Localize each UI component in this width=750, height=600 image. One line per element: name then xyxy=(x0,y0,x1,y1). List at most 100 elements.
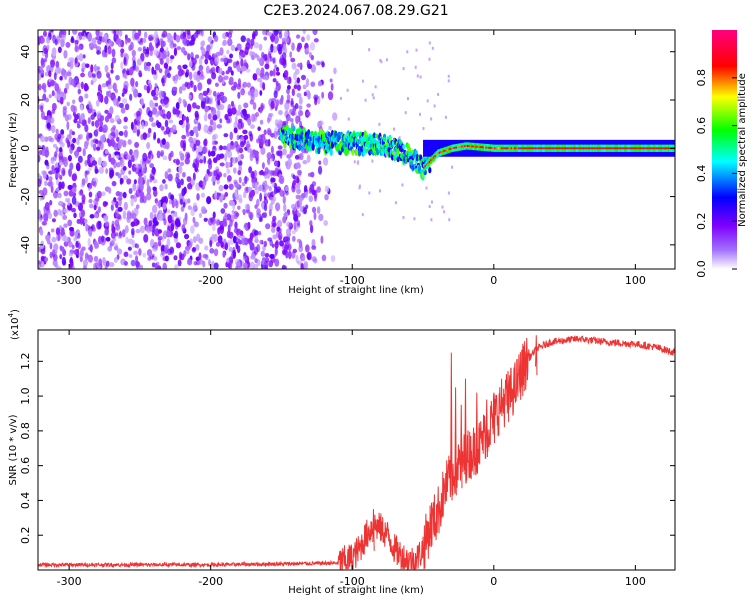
spectrogram-noise-cell xyxy=(138,40,144,46)
spectrogram-noise-cell xyxy=(175,101,180,110)
spectrogram-carrier-peak xyxy=(571,147,574,150)
spectrogram-carrier-peak xyxy=(444,149,447,152)
spectrogram-noise-cell xyxy=(212,140,215,146)
spectrogram-noise-cell xyxy=(38,209,41,218)
colorbar-tick-label: 0.8 xyxy=(695,69,708,87)
spectrogram-noise-cell xyxy=(80,209,86,218)
spectrogram-noise-cell xyxy=(285,113,291,122)
spectrogram-noise-cell xyxy=(247,117,252,126)
spectrogram-noise-cell xyxy=(431,46,434,50)
spectrogram-noise-cell xyxy=(282,60,287,69)
spectrogram-carrier-peak xyxy=(549,147,552,150)
spectrogram-noise-cell xyxy=(212,157,218,164)
spectrogram-noise-cell xyxy=(301,256,306,262)
spectrogram-noise-cell xyxy=(188,241,193,249)
spectrogram-noise-cell xyxy=(161,33,166,38)
spectrogram-noise-cell xyxy=(93,180,97,188)
spectrogram-noise-cell xyxy=(211,234,216,240)
spectrogram-noise-cell xyxy=(164,255,169,262)
spectrogram-carrier-peak xyxy=(641,147,644,150)
spectrogram-carrier-peak xyxy=(519,147,522,150)
spectrogram-noise-cell xyxy=(110,204,114,211)
spectrogram-noise-cell xyxy=(154,102,159,107)
spectrogram-noise-cell xyxy=(65,42,71,48)
spectrogram-noise-cell xyxy=(276,219,283,228)
spectrogram-noise-cell xyxy=(70,37,75,44)
spectrogram-noise-cell xyxy=(76,146,82,153)
spectrogram-noise-cell xyxy=(295,194,301,200)
spectrogram-noise-cell xyxy=(200,100,206,109)
spectrogram-noise-cell xyxy=(371,93,374,97)
spectrogram-noise-cell xyxy=(261,162,265,170)
spectrogram-noise-cell xyxy=(208,69,214,74)
spectrogram-noise-cell xyxy=(230,44,236,52)
spectrogram-noise-cell xyxy=(218,184,224,192)
spectrogram-noise-cell xyxy=(222,145,228,150)
spectrogram-noise-cell xyxy=(299,120,303,129)
spectrogram-noise-cell xyxy=(130,77,135,87)
spectrogram-noise-cell xyxy=(368,48,371,52)
spectrogram-noise-cell xyxy=(237,120,243,130)
spectrogram-noise-cell xyxy=(270,43,274,53)
spectrogram-noise-cell xyxy=(53,72,57,81)
spectrogram-noise-cell xyxy=(51,236,57,243)
spectrogram-noise-cell xyxy=(281,37,286,42)
spectrogram-noise-cell xyxy=(243,262,248,269)
spectrogram-noise-cell xyxy=(139,264,144,269)
spectrogram-noise-cell xyxy=(206,196,212,205)
spectrogram-noise-cell xyxy=(213,262,219,269)
spectrogram-noise-cell xyxy=(66,101,70,107)
spectrogram-onset-cell xyxy=(387,146,391,153)
spectrogram-noise-cell xyxy=(324,193,329,201)
spectrogram-noise-cell xyxy=(211,223,216,232)
spectrogram-noise-cell xyxy=(182,37,188,46)
spectrogram-noise-cell xyxy=(164,119,169,128)
spectrogram-noise-cell xyxy=(110,93,116,100)
spectrogram-noise-cell xyxy=(195,139,201,147)
spectrogram-noise-cell xyxy=(84,218,88,224)
spectrogram-noise-cell xyxy=(47,212,53,219)
spectrogram-noise-cell xyxy=(142,48,149,55)
spectrogram-noise-cell xyxy=(187,205,192,210)
spectrogram-noise-cell xyxy=(285,30,289,38)
spectrogram-noise-cell xyxy=(79,255,83,263)
spectrogram-noise-cell xyxy=(41,82,47,90)
spectrogram-noise-cell xyxy=(204,51,210,59)
spectrogram-noise-cell xyxy=(238,147,244,154)
spectrogram-carrier-peak xyxy=(530,147,533,150)
spectrogram-noise-cell xyxy=(70,78,77,86)
spectrogram-noise-cell xyxy=(291,88,295,97)
spectrogram-noise-cell xyxy=(298,152,304,161)
spectrogram-noise-cell xyxy=(78,95,84,103)
spectrogram-noise-cell xyxy=(104,95,109,105)
spectrogram-noise-cell xyxy=(263,198,269,206)
spectrogram-noise-cell xyxy=(111,223,115,230)
spectrogram-noise-cell xyxy=(168,119,174,124)
spectrogram-noise-cell xyxy=(208,125,213,132)
spectrogram-noise-cell xyxy=(79,133,83,140)
spectrogram-noise-cell xyxy=(259,119,264,125)
spectrogram-noise-cell xyxy=(259,57,265,67)
spectrogram-noise-cell xyxy=(283,212,289,218)
spectrogram-noise-cell xyxy=(267,113,272,122)
spectrogram-noise-cell xyxy=(97,94,103,103)
spectrogram-carrier-peak xyxy=(558,147,561,150)
spectrogram-noise-cell xyxy=(39,228,44,236)
spectrogram-noise-cell xyxy=(48,94,52,99)
spectrogram-noise-cell xyxy=(219,225,225,234)
spectrogram-noise-cell xyxy=(105,90,110,98)
spectrogram-noise-cell xyxy=(151,262,156,268)
spectrogram-noise-cell xyxy=(133,88,139,98)
spectrogram-noise-cell xyxy=(379,58,382,62)
spectrogram-noise-cell xyxy=(55,172,61,179)
spectrogram-noise-cell xyxy=(118,102,124,108)
spectrogram-carrier-peak xyxy=(655,147,658,150)
spectrogram-noise-cell xyxy=(162,262,167,269)
spectrogram-noise-cell xyxy=(63,208,69,213)
spectrogram-carrier-peak xyxy=(469,145,472,148)
spectrogram-noise-cell xyxy=(158,90,164,100)
spectrogram-noise-cell xyxy=(184,81,189,88)
colorbar-gradient xyxy=(712,30,737,269)
spectrogram-carrier-peak xyxy=(509,147,512,150)
spectrogram-noise-cell xyxy=(309,220,313,227)
